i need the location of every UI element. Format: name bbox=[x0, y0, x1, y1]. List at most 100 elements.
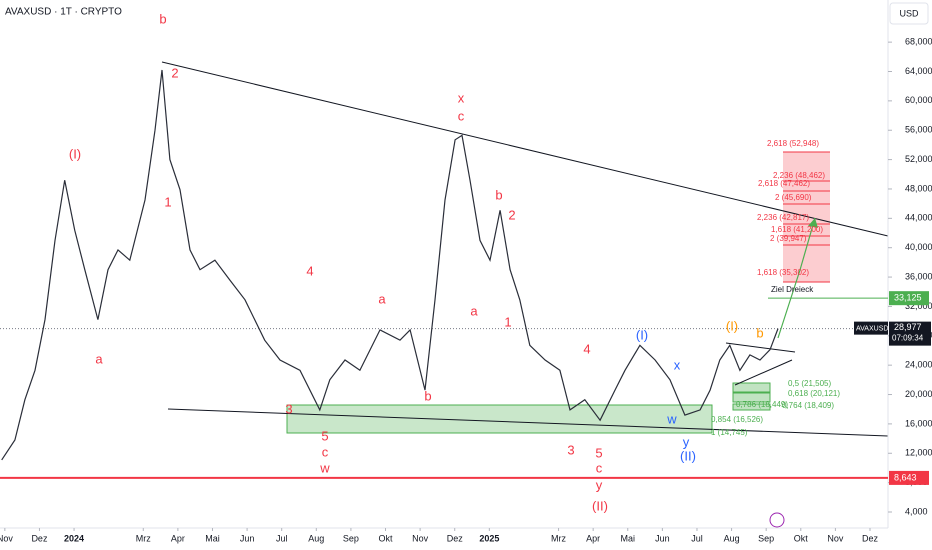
y-tick-label: 4,000 bbox=[905, 506, 928, 516]
fib-label: 0,618 (20,121) bbox=[788, 389, 840, 398]
fib-label: 2,236 (48,462) bbox=[773, 171, 825, 180]
wave-label: w bbox=[319, 460, 330, 475]
wave-label: b bbox=[756, 325, 763, 340]
wave-label: 3 bbox=[285, 401, 292, 416]
wave-label: 4 bbox=[306, 263, 313, 278]
wave-label: y bbox=[683, 434, 690, 449]
fib-label: 0,764 (18,409) bbox=[782, 401, 834, 410]
level-label: 8,643 bbox=[894, 472, 917, 482]
y-tick-label: 40,000 bbox=[905, 242, 932, 252]
y-tick-label: 64,000 bbox=[905, 66, 932, 76]
y-tick-label: 60,000 bbox=[905, 95, 932, 105]
x-tick-label: 2025 bbox=[479, 533, 499, 543]
fib-label: 0,5 (21,505) bbox=[788, 379, 831, 388]
y-tick-label: 32,000 bbox=[905, 301, 932, 311]
x-tick-label: Nov bbox=[0, 533, 13, 543]
fib-lines bbox=[783, 151, 830, 283]
x-tick-label: Okt bbox=[794, 533, 809, 543]
fib-label: 2,618 (52,948) bbox=[767, 139, 819, 148]
target-arrow bbox=[777, 217, 816, 339]
x-tick-label: Okt bbox=[379, 533, 394, 543]
x-tick-label: Apr bbox=[586, 533, 600, 543]
x-tick-label: Mai bbox=[205, 533, 220, 543]
drawings bbox=[0, 0, 929, 529]
x-tick-label: Mai bbox=[621, 533, 636, 543]
wave-label: 5 bbox=[321, 428, 328, 443]
x-tick-label: Dez bbox=[447, 533, 464, 543]
y-tick-label: 20,000 bbox=[905, 389, 932, 399]
countdown: 07:09:34 bbox=[892, 334, 924, 343]
wave-label: b bbox=[424, 388, 431, 403]
symbol-tag-label: AVAXUSD bbox=[856, 325, 888, 332]
wave-label: y bbox=[596, 477, 603, 492]
y-tick-label: 68,000 bbox=[905, 37, 932, 47]
fib-label: 1,618 (35,302) bbox=[757, 268, 809, 277]
support-zone bbox=[286, 404, 713, 434]
x-tick-label: Aug bbox=[308, 533, 324, 543]
x-tick-label: Mrz bbox=[136, 533, 151, 543]
symbol-tag bbox=[854, 321, 888, 335]
x-tick-label: Aug bbox=[724, 533, 740, 543]
x-tick-label: Jul bbox=[691, 533, 703, 543]
event-icon bbox=[769, 512, 785, 528]
x-tick-label: Sep bbox=[758, 533, 774, 543]
y-tick-label: 24,000 bbox=[905, 360, 932, 370]
wave-label: x bbox=[674, 357, 681, 372]
level-label: 33,125 bbox=[894, 293, 922, 303]
x-tick-label: Sep bbox=[343, 533, 359, 543]
wave-label: 3 bbox=[567, 442, 574, 457]
fib-label: Ziel Dreieck bbox=[771, 285, 814, 294]
wave-label: a bbox=[470, 303, 478, 318]
wave-label: 2 bbox=[171, 65, 178, 80]
wave-label: 5 bbox=[595, 445, 602, 460]
wave-label: 1 bbox=[504, 314, 511, 329]
target-zone bbox=[783, 152, 830, 282]
fib-label: 1,618 (41,200) bbox=[771, 225, 823, 234]
lower-trendline bbox=[167, 408, 889, 437]
wave-label: a bbox=[95, 351, 103, 366]
x-tick-label: Jun bbox=[240, 533, 255, 543]
wave-label: c bbox=[458, 108, 465, 123]
fib-label: 2,618 (47,462) bbox=[758, 179, 810, 188]
wave-label: c bbox=[322, 444, 329, 459]
x-tick-label: Nov bbox=[412, 533, 429, 543]
price-line bbox=[1, 69, 779, 461]
fib-label: 1 (14,745) bbox=[711, 428, 748, 437]
y-tick-label: 36,000 bbox=[905, 271, 932, 281]
x-tick-label: Dez bbox=[862, 533, 879, 543]
wave-label: (I) bbox=[69, 146, 81, 161]
fib-label: 2,236 (42,817) bbox=[757, 213, 809, 222]
wave-label: 2 bbox=[508, 207, 515, 222]
y-tick-label: 56,000 bbox=[905, 125, 932, 135]
fib-label: 0,786 (18,449) bbox=[736, 400, 788, 409]
level-tag bbox=[889, 470, 929, 485]
currency-box bbox=[889, 2, 929, 25]
fib-label: 0,854 (16,526) bbox=[711, 415, 763, 424]
x-tick-label: Nov bbox=[827, 533, 844, 543]
currency: USD bbox=[899, 8, 919, 18]
price-tag-label: 28,977 bbox=[894, 322, 922, 332]
wave-label: w bbox=[666, 411, 677, 426]
y-tick-label: 44,000 bbox=[905, 213, 932, 223]
wave-label: c bbox=[596, 460, 603, 475]
x-tick-label: 2024 bbox=[64, 533, 84, 543]
x-tick-label: Apr bbox=[171, 533, 185, 543]
upper-trendline bbox=[161, 61, 889, 237]
y-tick-label: 48,000 bbox=[905, 183, 932, 193]
wave-label: (II) bbox=[592, 498, 608, 513]
wave-label: (II) bbox=[680, 448, 696, 463]
price-tag bbox=[889, 321, 931, 346]
y-tick-label: 12,000 bbox=[905, 448, 932, 458]
wave-label: 4 bbox=[583, 341, 590, 356]
wave-label: 1 bbox=[164, 194, 171, 209]
x-tick-label: Dez bbox=[31, 533, 48, 543]
wave-label: b bbox=[495, 187, 502, 202]
y-tick-label: 16,000 bbox=[905, 418, 932, 428]
x-tick-label: Jul bbox=[276, 533, 288, 543]
y-tick-label: 52,000 bbox=[905, 154, 932, 164]
wave-label: a bbox=[378, 291, 386, 306]
triangle-bottom bbox=[734, 359, 793, 386]
wave-label: (I) bbox=[726, 318, 738, 333]
